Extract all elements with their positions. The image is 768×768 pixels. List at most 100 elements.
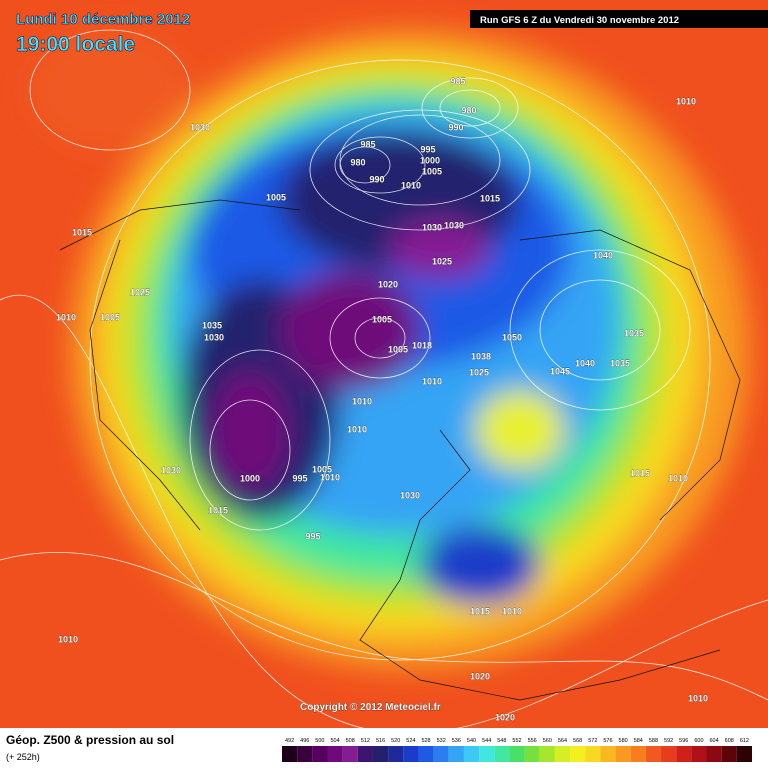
isobar-label: 1035 [202, 320, 222, 330]
isobar-label: 1005 [100, 312, 120, 322]
scale-label: 576 [603, 738, 612, 744]
isobar-label: 1030 [422, 222, 442, 232]
scale-swatch [524, 746, 540, 762]
legend-subtitle: (+ 252h) [6, 752, 40, 762]
scale-swatch [357, 746, 373, 762]
isobar-label: 1030 [190, 122, 210, 132]
scale-label: 492 [285, 738, 294, 744]
scale-swatch [479, 746, 495, 762]
scale-swatch [388, 746, 404, 762]
isobar-label: 1030 [444, 220, 464, 230]
scale-swatch [342, 746, 358, 762]
isobar-label: 1030 [400, 490, 420, 500]
isobar-label: 1010 [676, 96, 696, 106]
scale-swatch [509, 746, 525, 762]
scale-swatch [615, 746, 631, 762]
scale-swatch [661, 746, 677, 762]
time: 19:00 locale [16, 33, 135, 56]
isobar-label: 1010 [56, 312, 76, 322]
color-scale: 492 496 500 504 508 512 516 520 524 528 532 536 540 5… [282, 738, 752, 762]
isobar-label: 1025 [469, 367, 489, 377]
scale-swatch [706, 746, 722, 762]
isobar-label: 1005 [372, 314, 392, 324]
scale-label: 604 [710, 738, 719, 744]
scale-label: 588 [649, 738, 658, 744]
scale-swatch [736, 746, 752, 762]
scale-label: 520 [391, 738, 400, 744]
scale-label: 516 [376, 738, 385, 744]
isobar-label: 1025 [130, 287, 150, 297]
isobar-label: 1010 [58, 634, 78, 644]
isobar-label: 1010 [502, 606, 522, 616]
scale-label: 580 [619, 738, 628, 744]
isobar-label: 1035 [624, 328, 644, 338]
scale-label: 540 [467, 738, 476, 744]
scale-swatch [327, 746, 343, 762]
date: Lundi 10 décembre 2012 [16, 11, 190, 28]
isobar-label: 1038 [471, 351, 491, 361]
scale-swatch [539, 746, 555, 762]
isobar-label: 1010 [401, 180, 421, 190]
isobar-label: 1030 [161, 465, 181, 475]
scale-swatch [585, 746, 601, 762]
scale-label: 552 [512, 738, 521, 744]
isobar-label: 1005 [312, 464, 332, 474]
isobar-label: 1040 [575, 358, 595, 368]
scale-label: 568 [573, 738, 582, 744]
isobars [0, 29, 768, 734]
scale-swatch [691, 746, 707, 762]
scale-label: 596 [679, 738, 688, 744]
isobar-label: 1000 [420, 155, 440, 165]
scale-swatch [448, 746, 464, 762]
scale-label: 600 [694, 738, 703, 744]
isobar-label: 1050 [502, 332, 522, 342]
geopotential-field [0, 0, 768, 728]
coastlines [59, 199, 741, 701]
scale-swatch [463, 746, 480, 762]
isobar-label: 990 [448, 122, 463, 132]
scale-swatch [721, 746, 737, 762]
isobar-label: 1015 [470, 606, 490, 616]
legend-title: Géop. Z500 & pression au sol [6, 733, 174, 747]
scale-swatch [676, 746, 692, 762]
isobar-label: 995 [420, 144, 435, 154]
scale-label: 564 [558, 738, 567, 744]
isobar-label: 1040 [593, 250, 613, 260]
scale-label: 508 [346, 738, 355, 744]
scale-label: 548 [497, 738, 506, 744]
scale-label: 528 [421, 738, 430, 744]
scale-label: 608 [725, 738, 734, 744]
isobar-label: 995 [305, 531, 320, 541]
isobar-label: 1010 [352, 396, 372, 406]
scale-label: 512 [361, 738, 370, 744]
copyright: Copyright © 2012 Meteociel.fr [300, 702, 441, 713]
isobar-label: 990 [369, 174, 384, 184]
scale-label: 500 [315, 738, 324, 744]
scale-swatch [312, 746, 328, 762]
scale-swatch [297, 746, 313, 762]
scale-label: 532 [437, 738, 446, 744]
scale-label: 592 [664, 738, 673, 744]
isobar-label: 995 [292, 473, 307, 483]
scale-label: 504 [330, 738, 339, 744]
scale-swatch [630, 746, 646, 762]
isobar-label: 1005 [422, 166, 442, 176]
isobar-label: 980 [350, 157, 365, 167]
run-info: Run GFS 6 Z du Vendredi 30 novembre 2012 [480, 15, 679, 26]
isobar-label: 1020 [470, 671, 490, 681]
scale-label: 524 [406, 738, 415, 744]
isobar-label: 1015 [208, 505, 228, 515]
isobar-label: 1025 [432, 256, 452, 266]
isobar-label: 1035 [610, 358, 630, 368]
scale-label: 612 [740, 738, 749, 744]
scale-label: 560 [543, 738, 552, 744]
scale-swatch [554, 746, 571, 762]
isobar-label: 1005 [388, 344, 408, 354]
scale-label: 572 [588, 738, 597, 744]
isobar-label: 985 [360, 139, 375, 149]
isobar-label: 1010 [320, 472, 340, 482]
scale-label: 496 [300, 738, 309, 744]
isobar-label: 1010 [688, 693, 708, 703]
isobar-label: 1045 [550, 366, 570, 376]
